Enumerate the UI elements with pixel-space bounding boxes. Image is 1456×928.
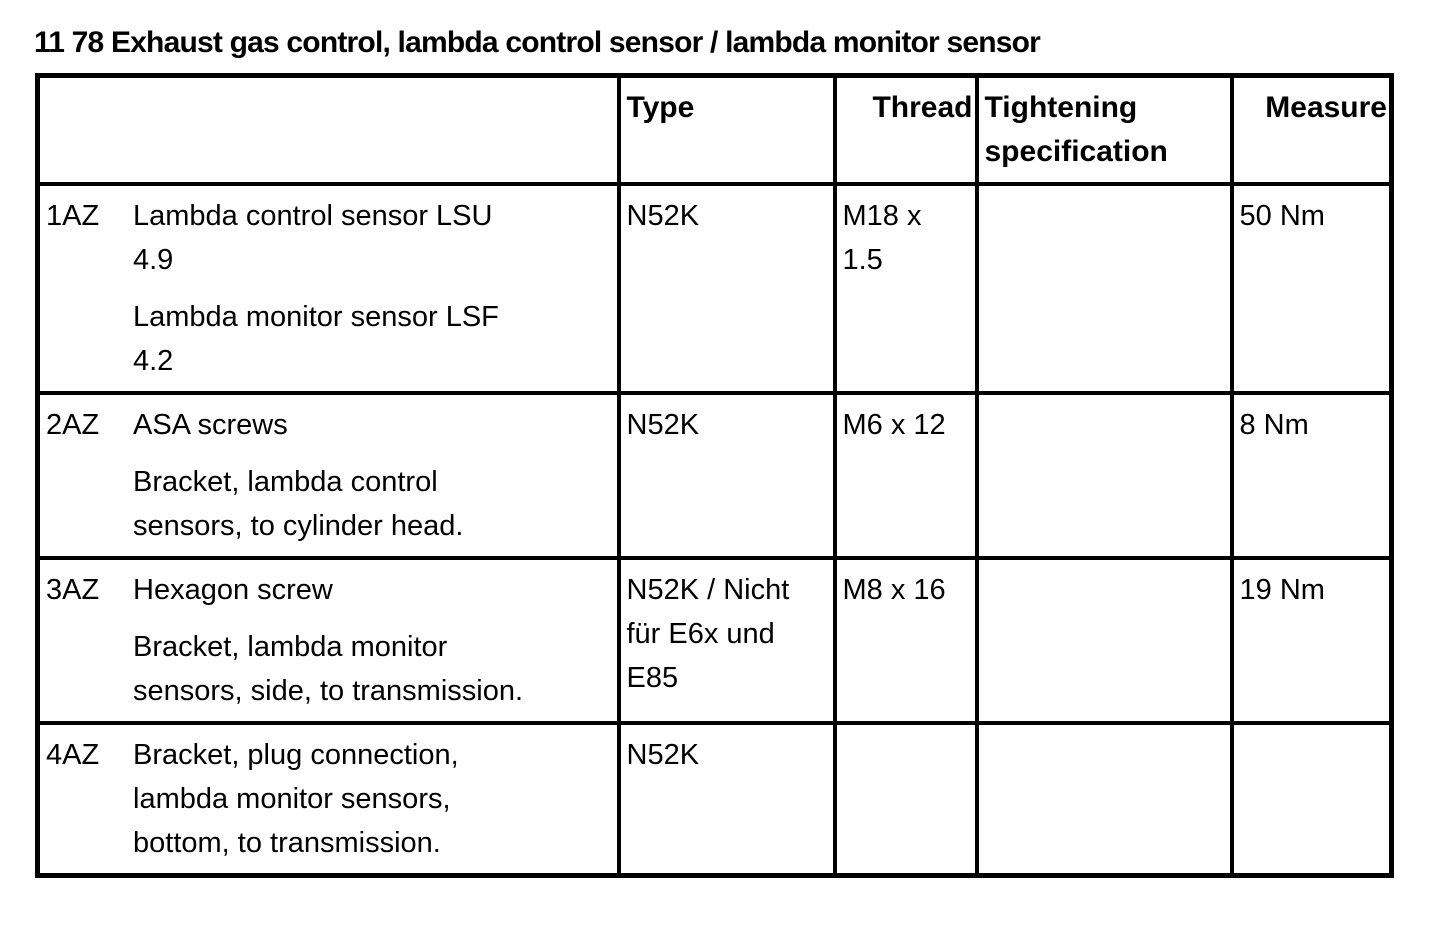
header-thread: Thread: [832, 73, 979, 186]
description-cell: 1AZ Lambda control sensor LSU 4.9 Lambda…: [35, 182, 621, 395]
measure-cell: [1229, 721, 1394, 878]
table-row-1az: 1AZ Lambda control sensor LSU 4.9 Lambda…: [35, 182, 1394, 395]
tightening-cell: [974, 391, 1234, 560]
description-cell: 2AZ ASA screws Bracket, lambda control s…: [35, 391, 621, 560]
description-cell: 4AZ Bracket, plug connection, lambda mon…: [35, 721, 621, 878]
description-cell: 3AZ Hexagon screw Bracket, lambda monito…: [35, 556, 621, 725]
thread-cell: M8 x 16: [832, 556, 979, 725]
row-id: 4AZ: [46, 739, 100, 771]
row-description: Bracket, plug connection, lambda monitor…: [133, 733, 533, 865]
thread-value: M6 x 12: [842, 409, 946, 441]
row-description: ASA screws Bracket, lambda control senso…: [133, 403, 533, 548]
type-value: N52K: [626, 409, 700, 441]
description-line: ASA screws: [133, 409, 288, 441]
measure-cell: 50 Nm: [1229, 182, 1394, 395]
table-header-row: Type Thread Tightening specification Mea…: [35, 73, 1394, 186]
type-value: N52K: [626, 200, 700, 232]
table-row-4az: 4AZ Bracket, plug connection, lambda mon…: [35, 721, 1394, 878]
description-line: Lambda monitor sensor LSF 4.2: [133, 301, 499, 377]
description-line: Bracket, plug connection, lambda monitor…: [133, 739, 459, 859]
tightening-cell: [974, 721, 1234, 878]
header-type: Type: [616, 73, 837, 186]
page-title: 11 78 Exhaust gas control, lambda contro…: [34, 26, 1041, 59]
header-tightening-specification: Tightening specification: [974, 73, 1234, 186]
row-id: 2AZ: [46, 409, 100, 441]
header-measure: Measure: [1229, 73, 1394, 186]
tightening-cell: [974, 556, 1234, 725]
thread-cell: [832, 721, 979, 878]
header-item: [35, 73, 621, 186]
thread-value: M18 x 1.5: [842, 200, 922, 276]
description-line: Bracket, lambda control sensors, to cyli…: [133, 466, 464, 542]
table-row-2az: 2AZ ASA screws Bracket, lambda control s…: [35, 391, 1394, 560]
row-description: Lambda control sensor LSU 4.9 Lambda mon…: [133, 194, 533, 383]
type-value: N52K: [626, 739, 700, 771]
type-cell: N52K / Nicht für E6x und E85: [616, 556, 837, 725]
tightening-cell: [974, 182, 1234, 395]
thread-value: M8 x 16: [842, 574, 946, 606]
type-value: N52K / Nicht für E6x und E85: [626, 574, 790, 694]
measure-cell: 8 Nm: [1229, 391, 1394, 560]
row-id: 1AZ: [46, 200, 100, 232]
type-cell: N52K: [616, 182, 837, 395]
type-cell: N52K: [616, 391, 837, 560]
torque-spec-table: Type Thread Tightening specification Mea…: [35, 73, 1394, 878]
thread-cell: M6 x 12: [832, 391, 979, 560]
description-line: Bracket, lambda monitor sensors, side, t…: [133, 631, 524, 707]
table-row-3az: 3AZ Hexagon screw Bracket, lambda monito…: [35, 556, 1394, 725]
row-id: 3AZ: [46, 574, 100, 606]
description-line: Hexagon screw: [133, 574, 333, 606]
row-description: Hexagon screw Bracket, lambda monitor se…: [133, 568, 533, 713]
measure-cell: 19 Nm: [1229, 556, 1394, 725]
type-cell: N52K: [616, 721, 837, 878]
thread-cell: M18 x 1.5: [832, 182, 979, 395]
description-line: Lambda control sensor LSU 4.9: [133, 200, 493, 276]
